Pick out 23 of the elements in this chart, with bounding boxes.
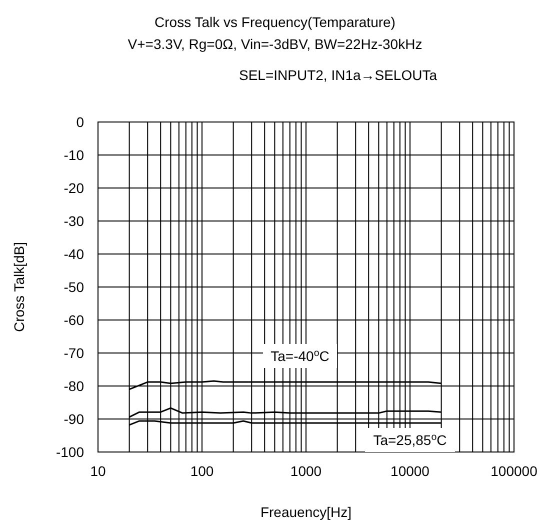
y-tick-label: -60 xyxy=(64,312,84,328)
y-tick-label: -30 xyxy=(64,213,84,229)
x-tick-label: 100 xyxy=(190,463,214,479)
y-tick-label: -20 xyxy=(64,180,84,196)
x-tick-label: 100000 xyxy=(490,463,538,479)
chart-title: Cross Talk vs Frequency(Temparature) xyxy=(154,14,396,30)
x-tick-label: 10 xyxy=(90,463,106,479)
y-tick-label: 0 xyxy=(76,114,84,130)
x-tick-label: 10000 xyxy=(390,463,430,479)
chart-subtitle: V+=3.3V, Rg=0Ω, Vin=-3dBV, BW=22Hz-30kHz xyxy=(128,36,422,52)
y-tick-label: -70 xyxy=(64,345,84,361)
annotation: Ta=-40$^{o}$C xyxy=(270,348,330,364)
y-tick-label: -100 xyxy=(56,444,84,460)
text: SEL=INPUT2, IN1a→SELOUTa xyxy=(238,67,438,83)
y-axis-title: Cross Talk[dB] xyxy=(11,242,27,332)
y-tick-label: -40 xyxy=(64,246,84,262)
annotation: Ta=25,85$^{o}$C xyxy=(373,432,447,448)
y-tick-label: -10 xyxy=(64,147,84,163)
y-tick-label: -80 xyxy=(64,378,84,394)
y-tick-label: -50 xyxy=(64,279,84,295)
y-tick-label: -90 xyxy=(64,411,84,427)
x-axis-title: Freauency[Hz] xyxy=(260,504,352,520)
x-tick-label: 1000 xyxy=(290,463,322,479)
